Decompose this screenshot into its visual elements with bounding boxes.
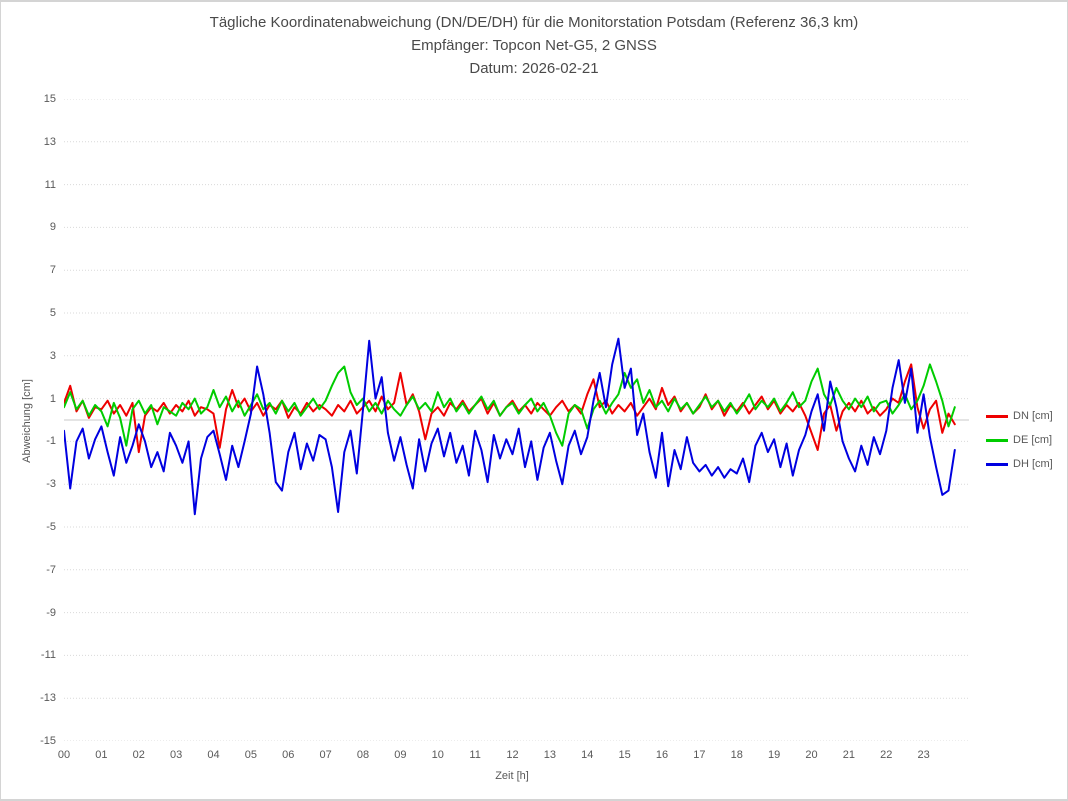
x-tick-label: 12 [506, 749, 519, 761]
x-tick-label: 04 [207, 749, 220, 761]
y-tick-label: -3 [46, 478, 56, 491]
y-tick-label: 15 [43, 93, 56, 105]
x-tick-label: 09 [394, 749, 407, 761]
de-series-swatch-icon [986, 438, 1008, 442]
y-tick-label: -5 [46, 521, 56, 533]
chart-title: Tägliche Koordinatenabweichung (DN/DE/DH… [209, 14, 859, 31]
y-tick-label: 7 [49, 264, 56, 277]
y-tick-label: 5 [49, 307, 56, 319]
y-tick-label: -9 [46, 606, 56, 619]
x-tick-label: 13 [543, 749, 556, 761]
legend: DN [cm] DE [cm] DH [cm] [986, 410, 1053, 470]
x-tick-label: 21 [842, 749, 855, 761]
x-tick-label: 02 [132, 749, 145, 761]
y-tick-label: -13 [40, 692, 56, 705]
x-tick-label: 17 [693, 749, 706, 761]
series-line-dh [64, 337, 956, 516]
x-tick-label: 11 [469, 749, 481, 761]
dh-series-swatch-icon [986, 462, 1008, 466]
x-tick-label: 07 [319, 749, 332, 761]
plot-area [64, 99, 969, 741]
y-tick-label: -7 [46, 563, 56, 576]
y-tick-label: 9 [49, 221, 56, 234]
y-tick-label: -1 [46, 435, 56, 448]
x-axis-title: Zeit [h] [495, 770, 529, 782]
x-tick-label: 15 [618, 749, 631, 761]
x-tick-label: 19 [768, 749, 781, 761]
legend-item-de: DE [cm] [986, 434, 1053, 446]
x-tick-label: 20 [805, 749, 818, 761]
legend-label-dh: DH [cm] [1013, 458, 1053, 470]
y-tick-label: 11 [44, 178, 56, 191]
y-tick-label: 3 [49, 349, 56, 362]
y-tick-label: -15 [40, 735, 56, 747]
y-tick-label: 13 [43, 135, 56, 148]
legend-label-de: DE [cm] [1013, 434, 1053, 446]
x-tick-label: 10 [431, 749, 444, 761]
chart-subtitle: Empfänger: Topcon Net-G5, 2 GNSS [411, 37, 657, 54]
series-line-de [64, 363, 956, 447]
y-tick-label: -11 [40, 649, 56, 662]
x-tick-label: 05 [244, 749, 257, 761]
legend-item-dh: DH [cm] [986, 458, 1053, 470]
x-tick-label: 06 [282, 749, 295, 761]
y-tick-label: 1 [49, 392, 56, 405]
x-tick-label: 16 [655, 749, 669, 761]
x-tick-label: 23 [917, 749, 930, 761]
series-line-dn [64, 363, 956, 454]
legend-label-dn: DN [cm] [1013, 410, 1053, 422]
x-tick-label: 22 [880, 749, 893, 761]
x-tick-label: 14 [581, 749, 594, 761]
x-tick-label: 03 [170, 749, 183, 761]
x-tick-label: 18 [730, 749, 743, 761]
x-tick-label: 00 [57, 749, 71, 761]
chart-header: Tägliche Koordinatenabweichung (DN/DE/DH… [1, 11, 1067, 80]
x-tick-label: 01 [95, 749, 108, 761]
x-tick-label: 08 [356, 749, 370, 761]
legend-item-dn: DN [cm] [986, 410, 1053, 422]
chart-date: Datum: 2026-02-21 [469, 60, 599, 77]
dn-series-swatch-icon [986, 414, 1008, 418]
